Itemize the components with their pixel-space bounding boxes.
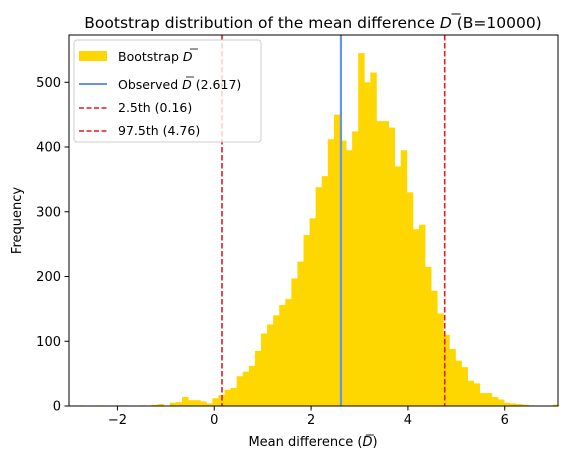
y-tick-label: 400 — [36, 141, 61, 156]
histogram-bar — [188, 400, 195, 406]
y-tick-label: 100 — [36, 335, 61, 350]
histogram-bar — [461, 367, 468, 406]
axes-frame — [68, 34, 559, 407]
histogram-bar — [497, 399, 505, 406]
histogram-bar — [491, 396, 499, 406]
histogram-bar — [406, 192, 414, 406]
xlabel-symbol: D — [362, 435, 372, 450]
histogram-bar — [315, 187, 323, 406]
histogram-bar — [437, 313, 444, 406]
y-axis-label: Frequency — [10, 187, 25, 254]
histogram-bar — [327, 139, 335, 407]
legend-swatch-histogram — [79, 51, 107, 61]
legend: Bootstrap D Observed D (2.617) 2.5th (0.… — [73, 39, 262, 143]
histogram-bar — [181, 396, 189, 406]
histogram-bar — [297, 261, 304, 406]
histogram-bar — [236, 376, 244, 406]
histogram-bar — [169, 402, 177, 406]
histogram-bar — [206, 403, 213, 406]
histogram-bar — [321, 176, 329, 406]
x-tick-label: −2 — [108, 413, 127, 428]
histogram-bar — [504, 402, 511, 406]
histogram-bar — [303, 235, 310, 406]
histogram-bar — [473, 383, 481, 406]
chart-title: Bootstrap distribution of the mean diffe… — [84, 14, 541, 32]
histogram-bar — [479, 393, 487, 406]
histogram-bar — [309, 218, 317, 406]
histogram-bar — [333, 114, 341, 406]
y-tick-label: 300 — [36, 205, 61, 220]
histogram-bar — [522, 404, 529, 406]
histogram-bar — [485, 393, 493, 406]
legend-label-histogram: Bootstrap D — [118, 49, 193, 64]
histogram-bar — [254, 350, 262, 406]
histogram-bar — [267, 324, 274, 406]
histogram-bar — [200, 401, 207, 406]
legend-label-lower: 2.5th (0.16) — [118, 100, 192, 115]
y-tick-label: 200 — [36, 270, 61, 285]
x-axis-ticks: −2 0 2 4 6 — [108, 406, 509, 428]
histogram-bar — [400, 150, 408, 406]
y-axis-ticks: 0 100 200 300 400 500 — [36, 76, 69, 415]
legend-box — [73, 39, 262, 143]
histogram-bar — [358, 53, 365, 406]
histogram-bar — [467, 380, 475, 406]
histogram-bar — [382, 121, 389, 407]
histogram-bar — [370, 72, 377, 407]
x-tick-label: 6 — [501, 413, 509, 428]
legend-label-upper: 97.5th (4.76) — [118, 123, 200, 138]
histogram-bar — [418, 224, 426, 406]
histogram-bar — [431, 290, 438, 406]
histogram-bar — [194, 400, 201, 406]
x-axis-label: Mean difference (D) — [248, 435, 377, 450]
histogram-bar — [285, 299, 292, 406]
histogram-bar — [157, 404, 165, 406]
reference-lines — [221, 35, 446, 406]
histogram-bar — [279, 304, 286, 406]
histogram-bar — [510, 403, 517, 406]
histogram-bar — [212, 398, 219, 406]
y-tick-label: 0 — [53, 400, 61, 415]
histogram-bar — [175, 402, 183, 406]
histogram-bar — [449, 349, 456, 406]
legend-label-observed: Observed D (2.617) — [118, 77, 241, 92]
title-symbol: D — [440, 14, 452, 32]
x-tick-label: 0 — [210, 413, 218, 428]
x-tick-label: 2 — [307, 413, 315, 428]
histogram-bar — [443, 334, 450, 406]
y-tick-label: 500 — [36, 76, 61, 91]
histogram-bar — [346, 150, 353, 406]
histogram-bar — [224, 389, 231, 406]
histogram-bar — [394, 166, 402, 406]
histogram-bar — [291, 278, 298, 406]
histogram-bar — [388, 127, 396, 406]
histogram-bar — [516, 404, 523, 406]
histogram-bar — [364, 82, 371, 407]
histogram-bar — [242, 371, 250, 406]
histogram-bar — [339, 140, 347, 407]
histogram-bar — [273, 315, 280, 406]
histogram-bar — [552, 404, 560, 406]
histogram-bar — [230, 387, 238, 406]
histogram-bar — [425, 266, 432, 406]
histogram-bar — [376, 121, 383, 407]
histogram-bar — [151, 404, 159, 406]
histogram-bar — [260, 333, 268, 406]
histogram-bars — [78, 53, 560, 407]
histogram-bar — [455, 360, 462, 406]
histogram-bar — [352, 131, 359, 406]
histogram-bar — [412, 229, 420, 406]
histogram-bar — [248, 365, 256, 406]
x-tick-label: 4 — [404, 413, 412, 428]
